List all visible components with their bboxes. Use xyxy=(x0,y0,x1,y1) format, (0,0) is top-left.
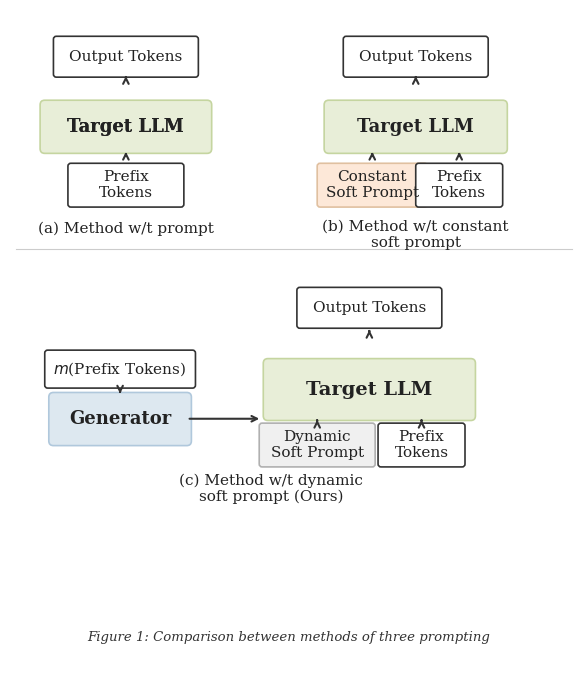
FancyBboxPatch shape xyxy=(49,392,192,446)
FancyBboxPatch shape xyxy=(45,350,195,388)
FancyBboxPatch shape xyxy=(259,423,375,467)
Text: (a) Method w/t prompt: (a) Method w/t prompt xyxy=(38,222,214,236)
Text: Target LLM: Target LLM xyxy=(68,118,184,135)
Text: Target LLM: Target LLM xyxy=(306,381,433,398)
FancyBboxPatch shape xyxy=(317,163,427,207)
FancyBboxPatch shape xyxy=(343,36,488,77)
Text: Output Tokens: Output Tokens xyxy=(359,50,472,64)
Text: Output Tokens: Output Tokens xyxy=(69,50,182,64)
Text: $m$(Prefix Tokens): $m$(Prefix Tokens) xyxy=(54,361,187,378)
FancyBboxPatch shape xyxy=(40,100,212,154)
Text: (b) Method w/t constant
soft prompt: (b) Method w/t constant soft prompt xyxy=(322,220,509,250)
FancyBboxPatch shape xyxy=(42,102,210,152)
Text: Dynamic
Soft Prompt: Dynamic Soft Prompt xyxy=(270,430,364,460)
Text: Generator: Generator xyxy=(69,410,171,428)
Text: Figure 1: Comparison between methods of three prompting: Figure 1: Comparison between methods of … xyxy=(87,632,490,644)
FancyBboxPatch shape xyxy=(297,287,442,328)
FancyBboxPatch shape xyxy=(54,36,198,77)
Text: Prefix
Tokens: Prefix Tokens xyxy=(99,170,153,200)
Text: Target LLM: Target LLM xyxy=(68,118,184,135)
FancyBboxPatch shape xyxy=(416,163,503,207)
FancyBboxPatch shape xyxy=(263,359,476,421)
Text: (c) Method w/t dynamic
soft prompt (Ours): (c) Method w/t dynamic soft prompt (Ours… xyxy=(179,473,363,504)
FancyBboxPatch shape xyxy=(324,100,507,154)
Text: Target LLM: Target LLM xyxy=(358,118,474,135)
Text: Prefix
Tokens: Prefix Tokens xyxy=(395,430,449,460)
Text: Prefix
Tokens: Prefix Tokens xyxy=(432,170,486,200)
FancyBboxPatch shape xyxy=(378,423,465,467)
Text: Output Tokens: Output Tokens xyxy=(313,301,426,315)
FancyBboxPatch shape xyxy=(68,163,184,207)
Text: Constant
Soft Prompt: Constant Soft Prompt xyxy=(326,170,419,200)
